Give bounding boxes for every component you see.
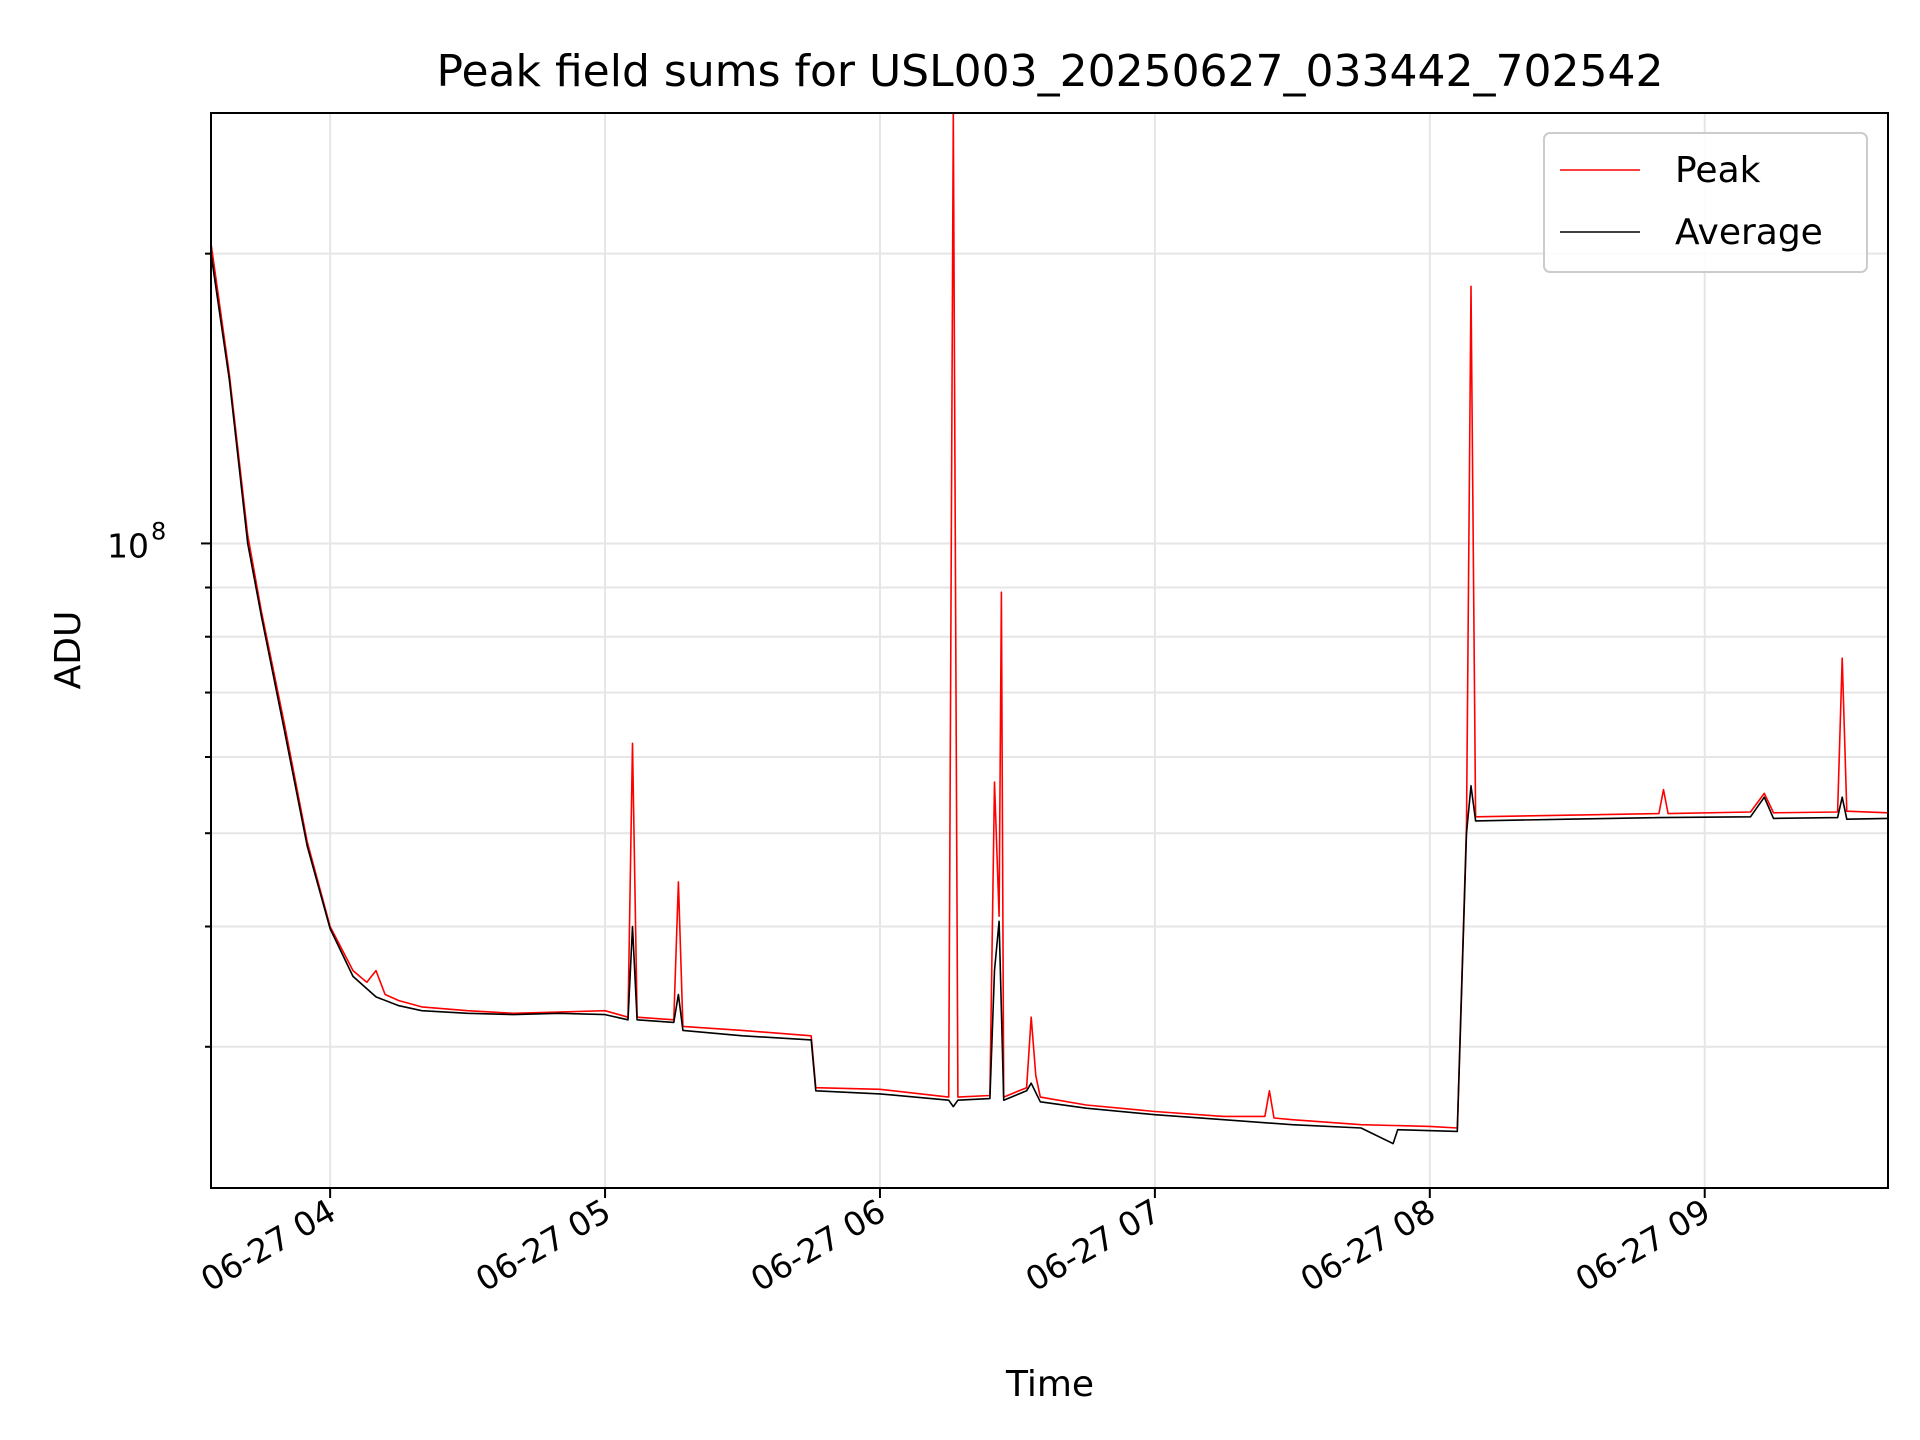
series-layer [210, 112, 1889, 1145]
legend-box [1543, 132, 1868, 273]
y-tick-label: 10 [107, 526, 149, 565]
series-line-peak [210, 112, 1889, 1129]
grid [211, 113, 1888, 1188]
y-axis-label: ADU [48, 611, 89, 690]
y-tick-exponent: 8 [151, 517, 166, 545]
plot-frame [210, 112, 1889, 1189]
legend-average-label: Average [1675, 212, 1823, 253]
chart-title: Peak field sums for USL003_20250627_0334… [437, 46, 1664, 97]
legend-peak-label: Peak [1675, 150, 1761, 191]
series-line-average [210, 253, 1889, 1145]
legend: Peak Average [1543, 132, 1868, 273]
x-axis-label: Time [1005, 1364, 1094, 1405]
